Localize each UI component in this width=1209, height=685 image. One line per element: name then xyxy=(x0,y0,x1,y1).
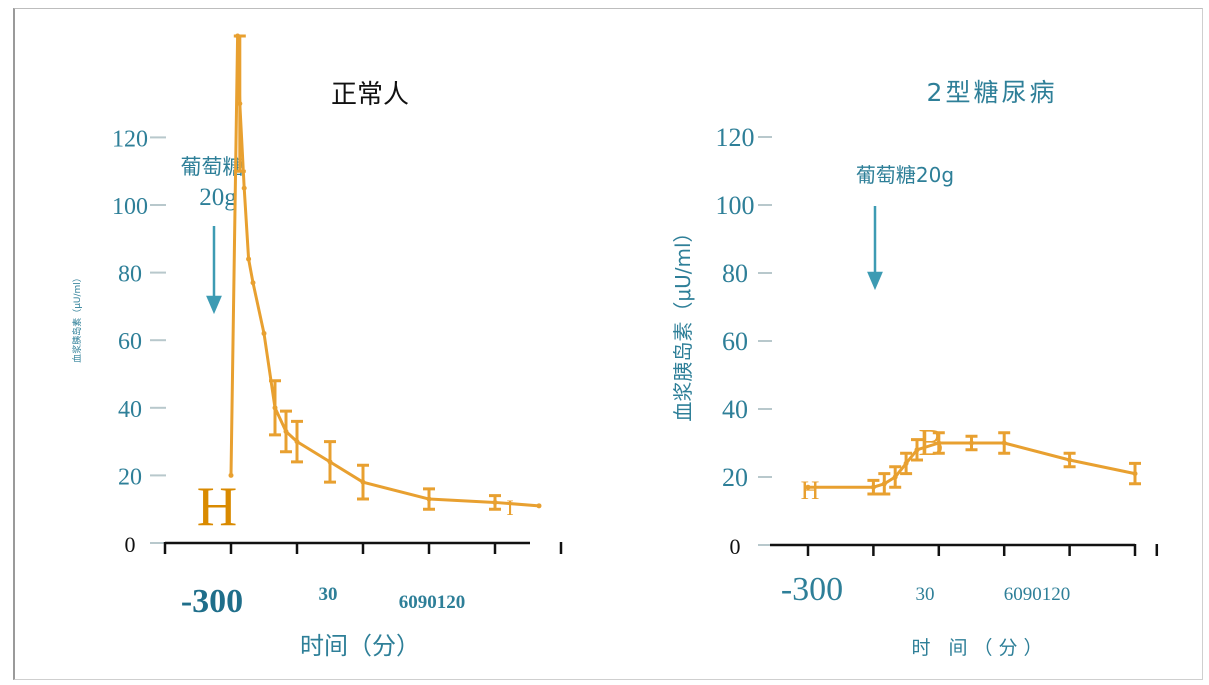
series-diabetes xyxy=(805,431,1141,496)
chart-title-normal: 正常人 xyxy=(331,80,409,110)
data-point-diabetes-4 xyxy=(903,460,909,466)
y-tick-label-diabetes-4: 80 xyxy=(722,259,748,288)
annotation-B-diabetes: B xyxy=(918,422,943,464)
chart-diabetes: 2型糖尿病 葡萄糖20g 血浆胰岛素（μU/ml） 0 20 40 60 80 100 12… xyxy=(671,78,1159,659)
data-point-diabetes-7 xyxy=(969,440,974,446)
data-point-diabetes-5 xyxy=(914,447,920,453)
y-tick-label-normal-0: 0 xyxy=(125,532,136,557)
y-tick-label-normal-5: 100 xyxy=(112,194,148,220)
stimulus-line-2: 20g xyxy=(199,184,237,211)
data-point-normal-4 xyxy=(246,256,252,262)
data-point-normal-14 xyxy=(536,503,542,509)
x-tick-label-diabetes-neg30-0: -300 xyxy=(781,571,843,608)
data-point-normal-7 xyxy=(272,405,278,411)
x-axis-label-diabetes: 时 间（分） xyxy=(911,637,1048,659)
annotation-I-normal: I xyxy=(506,495,513,520)
y-tick-label-diabetes-3: 60 xyxy=(722,327,748,356)
data-point-normal-10 xyxy=(327,459,333,465)
y-ticks-diabetes: 0 20 40 60 80 100 120 xyxy=(716,123,772,559)
y-tick-label-normal-6: 120 xyxy=(112,126,148,152)
y-tick-label-diabetes-5: 100 xyxy=(716,191,755,220)
y-tick-label-diabetes-6: 120 xyxy=(716,123,755,152)
data-point-normal-5 xyxy=(250,280,256,286)
glucose-arrow-diabetes xyxy=(867,206,883,291)
data-point-diabetes-10 xyxy=(1132,471,1138,477)
x-tick-label-normal-30: 30 xyxy=(319,584,338,605)
y-tick-label-diabetes-1: 20 xyxy=(722,463,748,492)
figure-frame xyxy=(13,8,1203,680)
x-tick-label-normal-6090120: 6090120 xyxy=(399,592,466,613)
chart-title-diabetes: 2型糖尿病 xyxy=(927,78,1058,107)
data-point-diabetes-3 xyxy=(892,474,898,480)
data-point-normal-9 xyxy=(294,439,300,445)
data-point-normal-12 xyxy=(426,496,432,502)
y-ticks-normal: 0 20 40 60 80 100 120 xyxy=(112,126,166,557)
y-tick-label-diabetes-2: 40 xyxy=(722,395,748,424)
series-normal xyxy=(228,33,542,511)
y-tick-label-normal-1: 20 xyxy=(118,464,142,490)
data-point-diabetes-1 xyxy=(870,484,876,490)
chart-normal: 正常人 葡萄糖 20g 血浆胰岛素（μU/ml） 0 20 40 60 80 100 120… xyxy=(71,33,563,660)
data-point-normal-0 xyxy=(228,472,234,478)
y-tick-label-normal-2: 40 xyxy=(118,397,142,423)
data-point-diabetes-2 xyxy=(881,481,887,487)
x-axis-label-normal: 时间（分） xyxy=(300,632,420,660)
data-point-diabetes-8 xyxy=(1001,440,1007,446)
stimulus-label-diabetes: 葡萄糖20g xyxy=(856,163,954,187)
data-point-diabetes-6 xyxy=(936,440,942,446)
data-point-normal-11 xyxy=(360,479,366,485)
data-point-diabetes-9 xyxy=(1067,457,1073,463)
y-axis-label-normal: 血浆胰岛素（μU/ml） xyxy=(71,273,83,363)
y-tick-label-diabetes-0: 0 xyxy=(730,534,741,559)
y-axis-label-diabetes: 血浆胰岛素（μU/ml） xyxy=(671,222,695,421)
data-point-normal-6 xyxy=(261,330,267,336)
stimulus-label-normal: 葡萄糖 20g xyxy=(181,155,244,211)
glucose-arrow-normal xyxy=(206,226,222,315)
data-point-normal-8 xyxy=(283,428,289,434)
data-point-normal-13 xyxy=(492,499,498,505)
y-tick-label-normal-3: 60 xyxy=(118,329,142,355)
stimulus-line-1: 葡萄糖 xyxy=(181,155,244,179)
annotation-H-diabetes: H xyxy=(801,476,820,505)
y-tick-label-normal-4: 80 xyxy=(118,262,142,288)
x-tick-label-diabetes-6090120: 6090120 xyxy=(1004,584,1071,605)
x-tick-label-normal-neg30-0: -300 xyxy=(181,583,243,620)
x-tick-label-diabetes-30: 30 xyxy=(916,584,935,605)
data-point-normal-3 xyxy=(241,185,247,191)
data-point-normal-2 xyxy=(237,101,243,107)
annotation-H-normal: H xyxy=(197,476,237,538)
data-point-diabetes-0 xyxy=(805,484,811,490)
